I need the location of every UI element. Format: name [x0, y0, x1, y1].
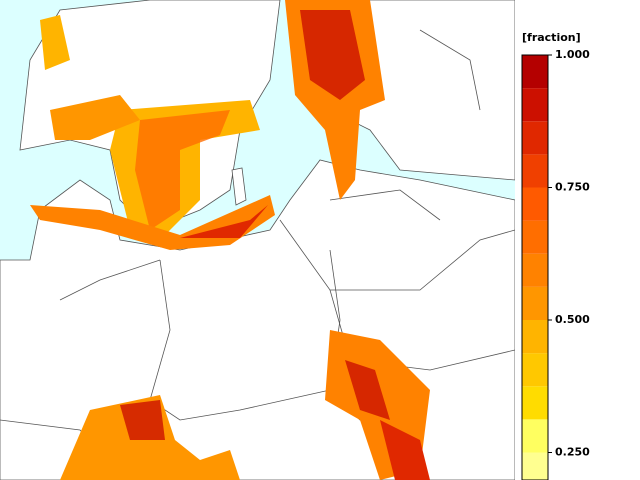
colorbar: 1.000 0.750 0.500 0.250	[521, 48, 590, 480]
colorbar-band	[522, 419, 548, 453]
colorbar-band	[522, 121, 548, 155]
colorbar-band	[522, 220, 548, 254]
colorbar-band	[522, 286, 548, 320]
colorbar-band	[522, 386, 548, 420]
colorbar-tick-label: 0.750	[555, 181, 590, 194]
colorbar-band	[522, 452, 548, 480]
colorbar-band	[522, 253, 548, 287]
colorbar-band	[522, 88, 548, 122]
colorbar-frame	[521, 54, 549, 480]
colorbar-band	[522, 55, 548, 89]
colorbar-tick-label: 0.500	[555, 313, 590, 326]
colorbar-band	[522, 353, 548, 387]
colorbar-tick-label: 0.250	[555, 446, 590, 459]
colorbar-band	[522, 154, 548, 188]
colorbar-tick-label: 1.000	[555, 48, 590, 61]
colorbar-label: [fraction]	[522, 31, 581, 44]
land	[0, 0, 516, 480]
colorbar-band	[522, 187, 548, 221]
fraction-field	[30, 0, 430, 480]
colorbar-band	[522, 320, 548, 354]
